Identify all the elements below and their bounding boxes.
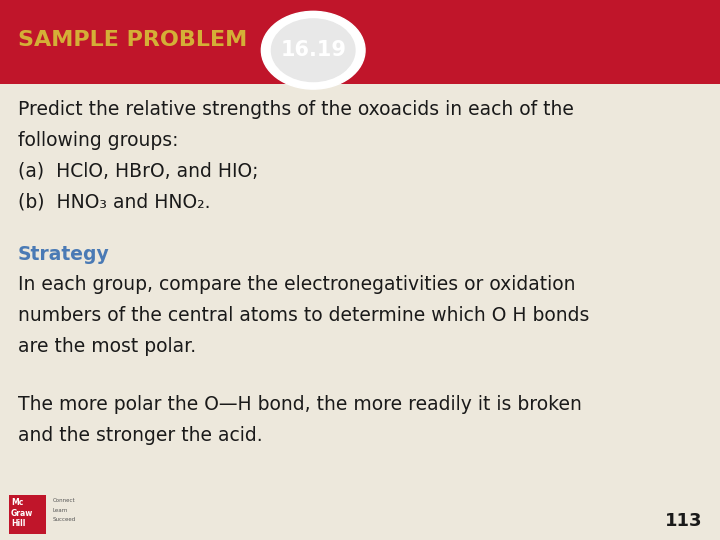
- Text: numbers of the central atoms to determine which O H bonds: numbers of the central atoms to determin…: [18, 306, 590, 325]
- Text: 113: 113: [665, 512, 702, 530]
- Text: SAMPLE PROBLEM: SAMPLE PROBLEM: [18, 30, 247, 50]
- Text: Strategy: Strategy: [18, 245, 109, 264]
- Text: Graw: Graw: [11, 509, 33, 518]
- Text: Hill: Hill: [11, 519, 25, 529]
- Text: following groups:: following groups:: [18, 131, 179, 150]
- Text: Predict the relative strengths of the oxoacids in each of the: Predict the relative strengths of the ox…: [18, 100, 574, 119]
- FancyBboxPatch shape: [0, 0, 720, 84]
- Text: The more polar the O—H bond, the more readily it is broken: The more polar the O—H bond, the more re…: [18, 395, 582, 414]
- Text: Connect: Connect: [53, 498, 75, 503]
- Circle shape: [271, 19, 355, 82]
- Text: 16.19: 16.19: [280, 40, 346, 60]
- Text: In each group, compare the electronegativities or oxidation: In each group, compare the electronegati…: [18, 275, 575, 294]
- Text: (a)  HClO, HBrO, and HIO;: (a) HClO, HBrO, and HIO;: [18, 161, 258, 180]
- Text: Succeed: Succeed: [53, 517, 76, 522]
- Text: (b)  HNO₃ and HNO₂.: (b) HNO₃ and HNO₂.: [18, 192, 210, 211]
- Text: Mc: Mc: [11, 498, 23, 507]
- FancyBboxPatch shape: [9, 495, 46, 534]
- Text: are the most polar.: are the most polar.: [18, 337, 196, 356]
- Text: Learn: Learn: [53, 508, 68, 512]
- Text: and the stronger the acid.: and the stronger the acid.: [18, 426, 263, 444]
- Circle shape: [261, 11, 365, 89]
